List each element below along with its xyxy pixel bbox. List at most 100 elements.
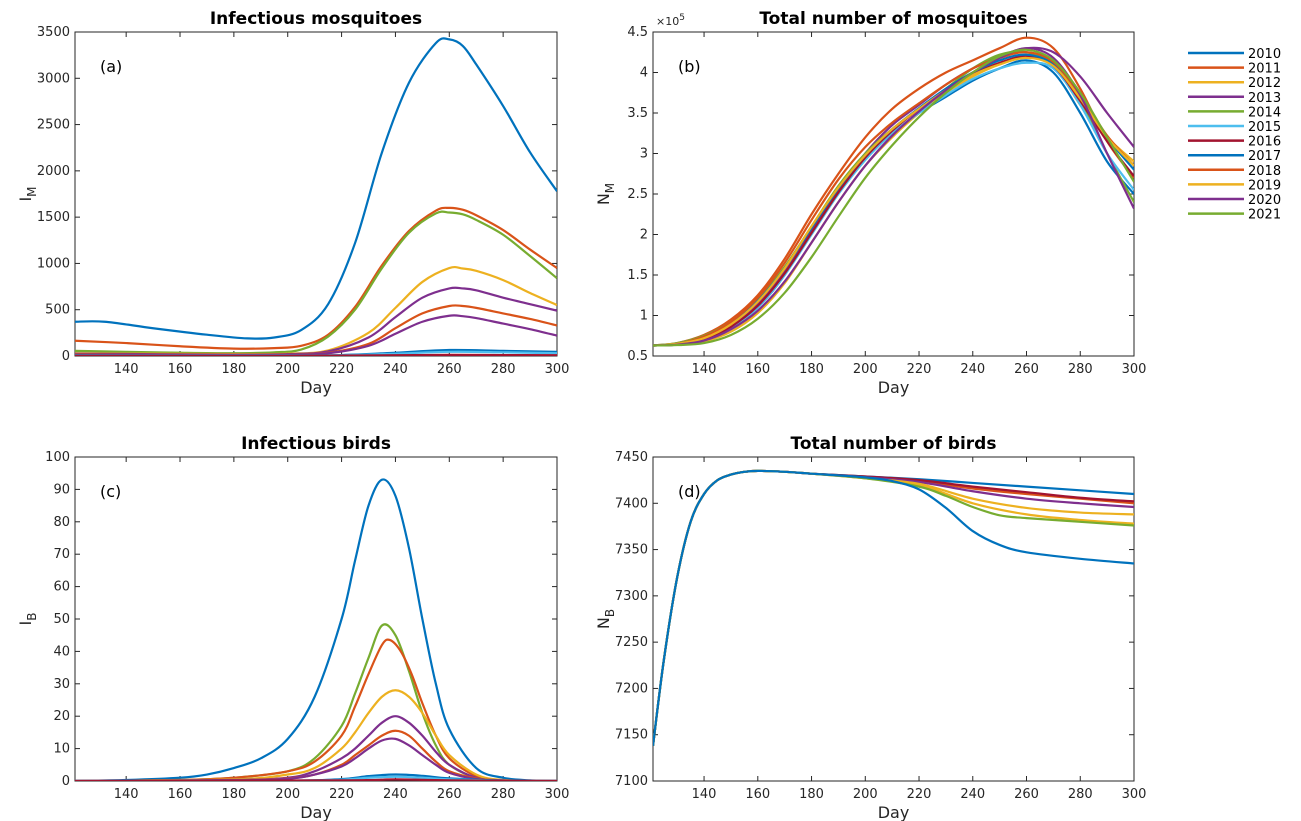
panel-label: (b)	[678, 57, 701, 76]
x-tick-label: 180	[799, 362, 824, 377]
series-line-2011	[653, 36, 1134, 347]
x-tick-label: 300	[545, 362, 570, 377]
x-tick-label: 160	[168, 362, 193, 377]
y-tick-label: 7350	[615, 543, 648, 558]
y-tick-label: 2500	[37, 118, 70, 133]
legend-label-2013: 2013	[1248, 91, 1281, 106]
x-tick-label: 140	[692, 787, 717, 802]
y-tick-label: 90	[53, 482, 70, 497]
y-scale-factor: ×105	[656, 13, 685, 28]
series-line-2011	[75, 638, 557, 781]
chart-panel-c: 140 160 180 200 220 240 260 280 300 0 10 20 30 40 50 60…	[16, 434, 569, 821]
y-tick-label: 500	[45, 303, 70, 318]
legend-label-2016: 2016	[1248, 135, 1281, 150]
y-tick-label: 2000	[37, 164, 70, 179]
legend: 2010201120122013201420152016201720182019…	[1184, 42, 1281, 228]
x-tick-label: 180	[221, 787, 246, 802]
x-tick-label: 200	[275, 362, 300, 377]
y-tick-label: 50	[53, 612, 70, 627]
legend-label-2014: 2014	[1248, 105, 1281, 120]
y-tick-label: 3.5	[627, 106, 648, 121]
series-line-2010	[653, 469, 1134, 746]
y-axis-label-main: N	[594, 617, 613, 629]
y-axis-label-subscript: B	[25, 613, 39, 621]
x-tick-label: 220	[907, 787, 932, 802]
x-axis-label: Day	[300, 378, 332, 397]
y-tick-label: 1	[640, 309, 648, 324]
series-line-2019	[653, 56, 1134, 347]
x-tick-label: 280	[491, 787, 516, 802]
x-tick-label: 300	[545, 787, 570, 802]
y-tick-label: 1.5	[627, 268, 648, 283]
plot-area	[652, 31, 1135, 357]
series-line-2018	[653, 51, 1134, 347]
y-tick-label: 4	[640, 66, 648, 81]
y-tick-label: 10	[53, 742, 70, 757]
plot-area	[652, 456, 1135, 782]
y-axis-label: IB	[16, 613, 39, 626]
y-tick-label: 20	[53, 709, 70, 724]
y-tick-label: 0	[62, 774, 70, 789]
y-axis-label-main: N	[594, 193, 613, 205]
x-tick-label: 160	[168, 787, 193, 802]
x-tick-label: 140	[692, 362, 717, 377]
x-tick-label: 180	[799, 787, 824, 802]
series-line-2010	[75, 37, 557, 340]
y-tick-label: 2	[640, 228, 648, 243]
legend-label-2010: 2010	[1248, 47, 1281, 62]
chart-panel-a: 140 160 180 200 220 240 260 280 3000500100015002…	[16, 9, 569, 397]
series-line-2012	[75, 689, 557, 781]
x-axis-label: Day	[878, 378, 910, 397]
y-tick-label: 1500	[37, 210, 70, 225]
x-tick-label: 200	[275, 787, 300, 802]
y-scale-exponent: 5	[679, 13, 685, 23]
y-tick-label: 100	[45, 450, 70, 465]
series-line-2016	[75, 353, 557, 356]
y-tick-label: 7200	[615, 681, 648, 696]
x-tick-label: 280	[1068, 787, 1093, 802]
x-tick-label: 240	[960, 787, 985, 802]
chart-title: Infectious birds	[241, 434, 391, 454]
y-tick-label: 70	[53, 547, 70, 562]
series-line-2020	[653, 47, 1134, 347]
series-line-2011	[75, 206, 557, 350]
x-tick-label: 280	[1068, 362, 1093, 377]
x-tick-label: 300	[1122, 362, 1147, 377]
y-tick-label: 3	[640, 147, 648, 162]
y-axis-label-subscript: M	[25, 186, 39, 196]
y-tick-label: 4.5	[627, 25, 648, 40]
x-tick-label: 240	[960, 362, 985, 377]
x-tick-label: 220	[329, 362, 354, 377]
x-tick-label: 300	[1122, 787, 1147, 802]
x-tick-label: 240	[383, 362, 408, 377]
y-tick-label: 7450	[615, 450, 648, 465]
y-axis-label-main: I	[16, 197, 35, 202]
x-tick-label: 200	[853, 787, 878, 802]
series-line-2016	[75, 778, 557, 781]
x-tick-label: 260	[437, 362, 462, 377]
x-axis-label: Day	[878, 803, 910, 821]
y-tick-label: 2.5	[627, 187, 648, 202]
legend-box	[1184, 42, 1276, 228]
y-axis-label-main: I	[16, 621, 35, 626]
legend-label-2018: 2018	[1248, 164, 1281, 179]
y-axis-label: IM	[16, 186, 39, 201]
y-scale-base: ×10	[656, 15, 679, 28]
chart-panel-b: 140 160 180 200 220 240 260 280 300 0.5 1 1.5 2 2.5 3 3…	[594, 9, 1146, 397]
y-tick-label: 7150	[615, 728, 648, 743]
y-tick-label: 7400	[615, 496, 648, 511]
legend-label-2020: 2020	[1248, 193, 1281, 208]
x-tick-label: 220	[907, 362, 932, 377]
y-tick-label: 7100	[615, 774, 648, 789]
x-tick-label: 280	[491, 362, 516, 377]
plot-area	[74, 456, 558, 782]
y-tick-label: 7300	[615, 589, 648, 604]
panel-label: (a)	[100, 57, 122, 76]
legend-label-2011: 2011	[1248, 62, 1281, 77]
panel-label: (d)	[678, 482, 701, 501]
x-tick-label: 240	[383, 787, 408, 802]
y-tick-label: 0.5	[627, 349, 648, 364]
y-axis-label: NM	[594, 183, 617, 205]
chart-title: Total number of mosquitoes	[759, 9, 1027, 29]
